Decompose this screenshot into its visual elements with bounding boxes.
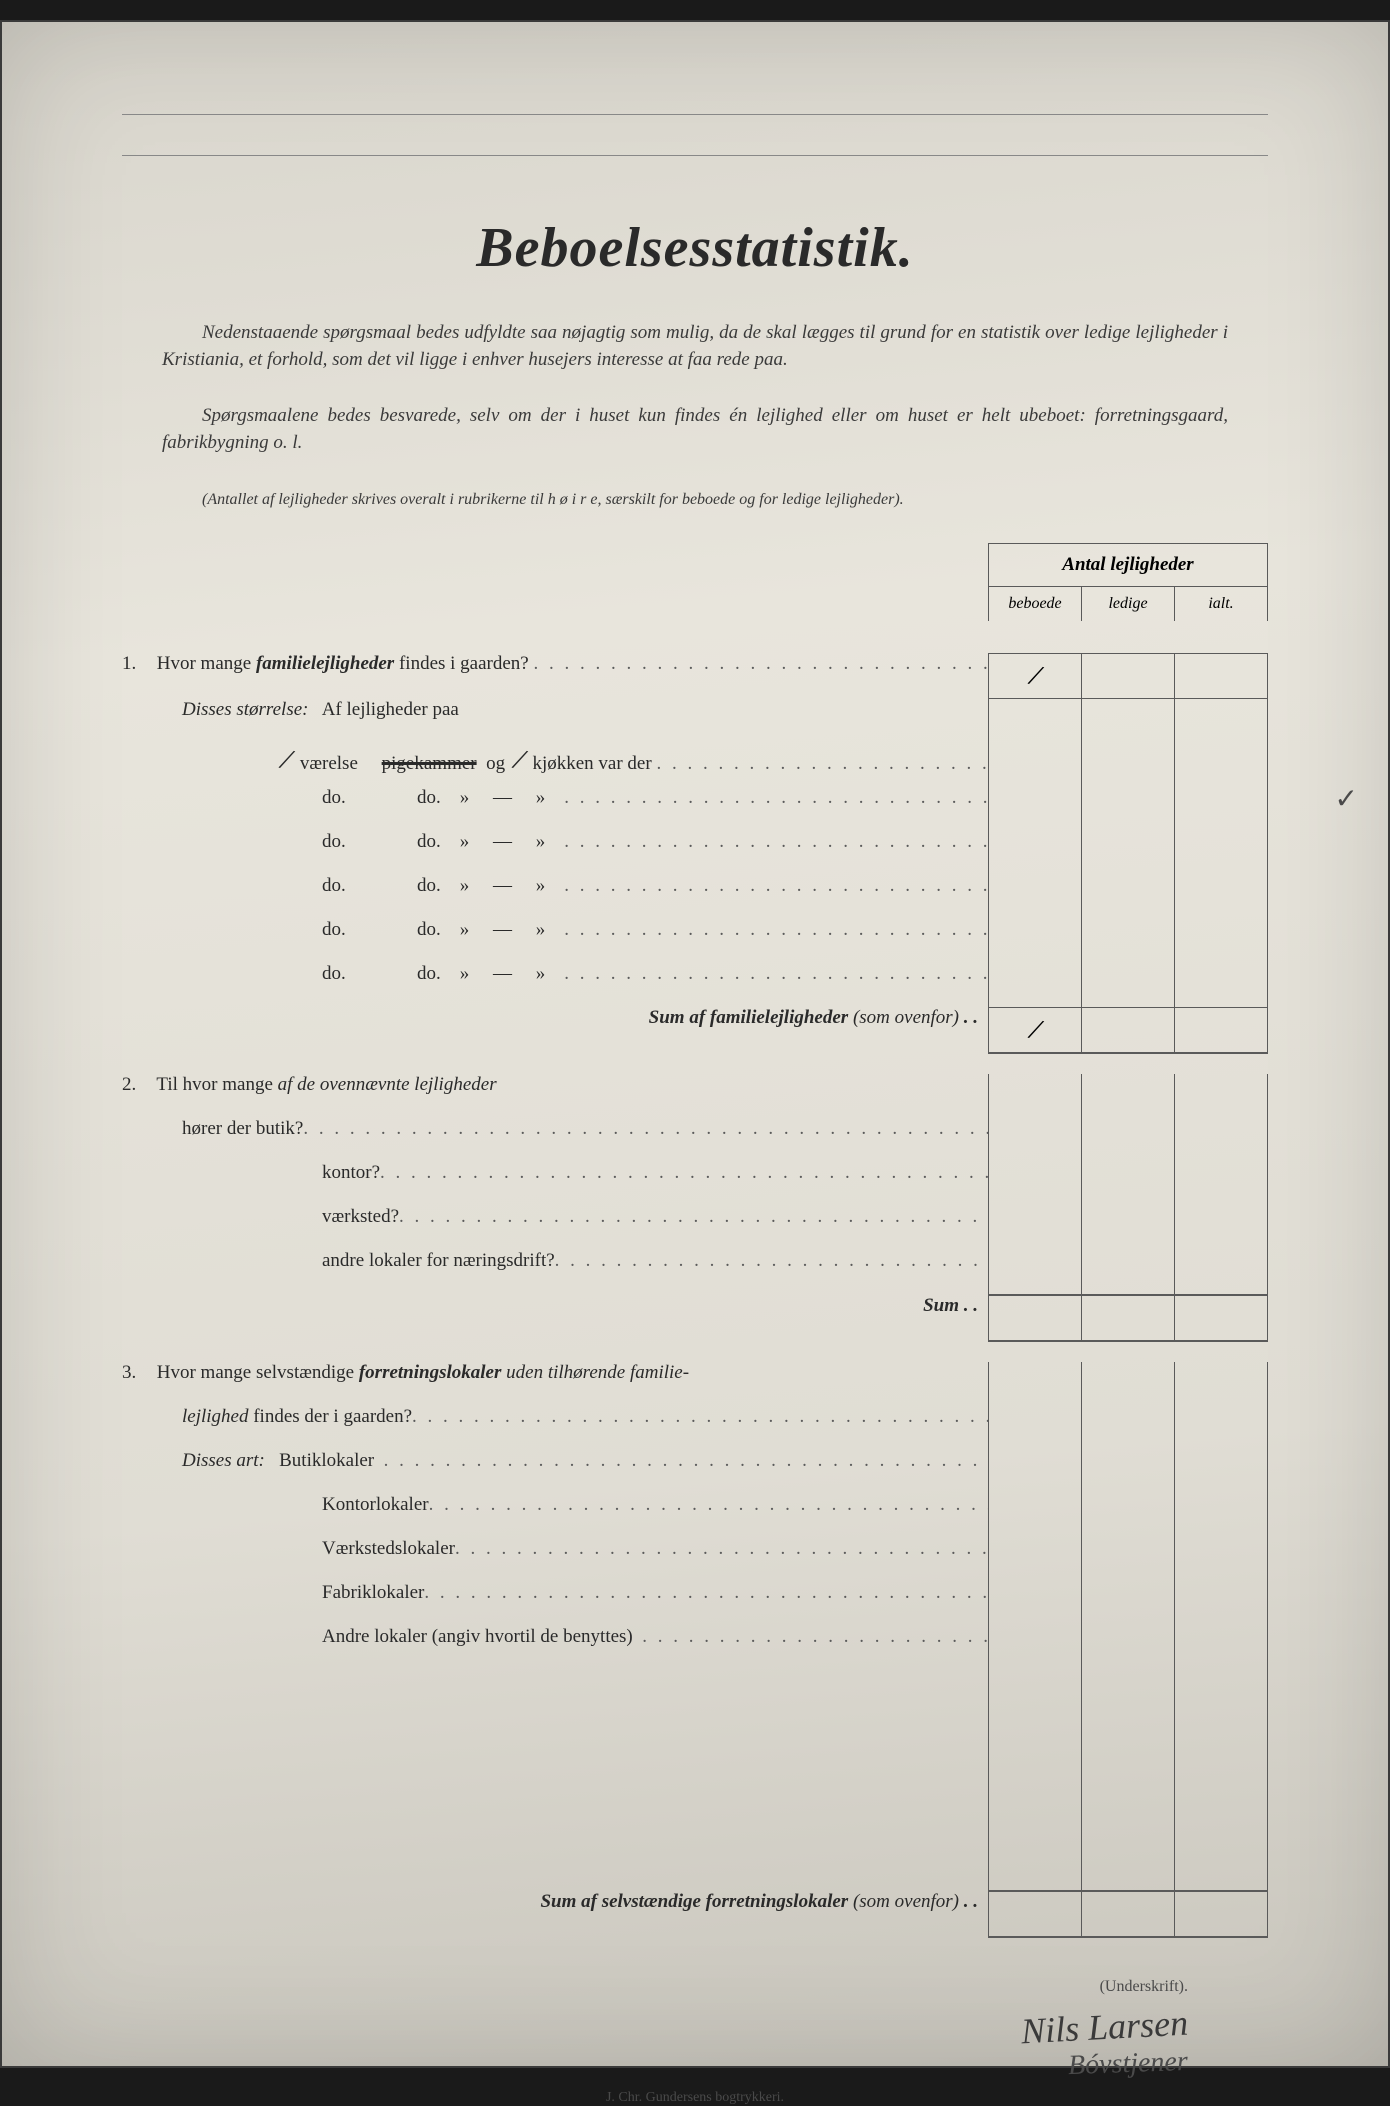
table-header: Antal lejligheder beboede ledige ialt. (988, 543, 1268, 621)
q3-vaerksted: Værkstedslokaler (122, 1538, 1268, 1582)
q1-line5: do. do. » — » (122, 919, 1268, 963)
q1-ledige (1082, 654, 1175, 698)
q3-blank1 (122, 1670, 1268, 1714)
q1-line2: do. do. » — » (122, 787, 1268, 831)
q2-row: 2. Til hvor mange af de ovennævnte lejli… (122, 1074, 1268, 1118)
q1-beboede: / (989, 654, 1082, 698)
page-title: Beboelsesstatistik. (122, 216, 1268, 280)
q3-andre: Andre lokaler (angiv hvortil de benyttes… (122, 1626, 1268, 1670)
q1-line4: do. do. » — » (122, 875, 1268, 919)
q3-row1: 3. Hvor mange selvstændige forretningslo… (122, 1362, 1268, 1406)
form-table: Antal lejligheder beboede ledige ialt. 1… (122, 543, 1268, 1938)
q2-kontor: kontor? (122, 1162, 1268, 1206)
intro-text-3: (Antallet af lejligheder skrives overalt… (202, 491, 904, 508)
intro-paragraph-1: Nedenstaaende spørgsmaal bedes udfyldte … (162, 320, 1228, 373)
q1-line6: do. do. » — » (122, 963, 1268, 1007)
signature-title: Bóvstjener (1068, 2046, 1189, 2082)
q2-sum: Sum . . (122, 1295, 1268, 1342)
intro-text-2: Spørgsmaalene bedes besvarede, selv om d… (162, 405, 1228, 453)
printer-credit: J. Chr. Gundersens bogtrykkeri. (122, 2090, 1268, 2106)
q2-vaerksted: værksted? (122, 1206, 1268, 1250)
q1-line1: / værelse pigekammer og / kjøkken var de… (122, 743, 1268, 787)
q2-andre: andre lokaler for næringsdrift? (122, 1250, 1268, 1295)
intro-text-1: Nedenstaaende spørgsmaal bedes udfyldte … (162, 322, 1228, 370)
q3-blank2 (122, 1714, 1268, 1758)
q3-blank5 (122, 1846, 1268, 1891)
q3-row2: lejlighed findes der i gaarden? (122, 1406, 1268, 1450)
document-page: ✓ Beboelsesstatistik. Nedenstaaende spør… (0, 20, 1390, 2068)
signature-label: (Underskrift). (122, 1978, 1188, 1996)
header-title: Antal lejligheder (989, 544, 1267, 587)
signature-block: (Underskrift). Nils Larsen Bóvstjener (122, 1978, 1268, 2080)
q3-butik: Disses art: Butiklokaler (122, 1450, 1268, 1494)
col-ledige: ledige (1082, 587, 1175, 621)
q1-num: 1. (122, 653, 152, 675)
signature-name: Nils Larsen (1020, 2002, 1189, 2053)
q1-line3: do. do. » — » (122, 831, 1268, 875)
q3-sum: Sum af selvstændige forretningslokaler (… (122, 1891, 1268, 1938)
q1-row: 1. Hvor mange familielejligheder findes … (122, 653, 1268, 699)
q2-butik: hører der butik? (122, 1118, 1268, 1162)
q3-blank3 (122, 1758, 1268, 1802)
intro-paragraph-2: Spørgsmaalene bedes besvarede, selv om d… (162, 403, 1228, 456)
col-ialt: ialt. (1175, 587, 1267, 621)
q3-kontor: Kontorlokaler (122, 1494, 1268, 1538)
q1-sum: Sum af familielejligheder (som ovenfor) … (122, 1007, 1268, 1054)
q3-blank4 (122, 1802, 1268, 1846)
q1-ialt (1175, 654, 1267, 698)
col-beboede: beboede (989, 587, 1082, 621)
margin-check: ✓ (1335, 782, 1358, 816)
intro-paragraph-3: (Antallet af lejligheder skrives overalt… (162, 486, 1228, 513)
q1-disses-row: Disses størrelse: Af lejligheder paa (122, 699, 1268, 743)
q3-fabrik: Fabriklokaler (122, 1582, 1268, 1626)
